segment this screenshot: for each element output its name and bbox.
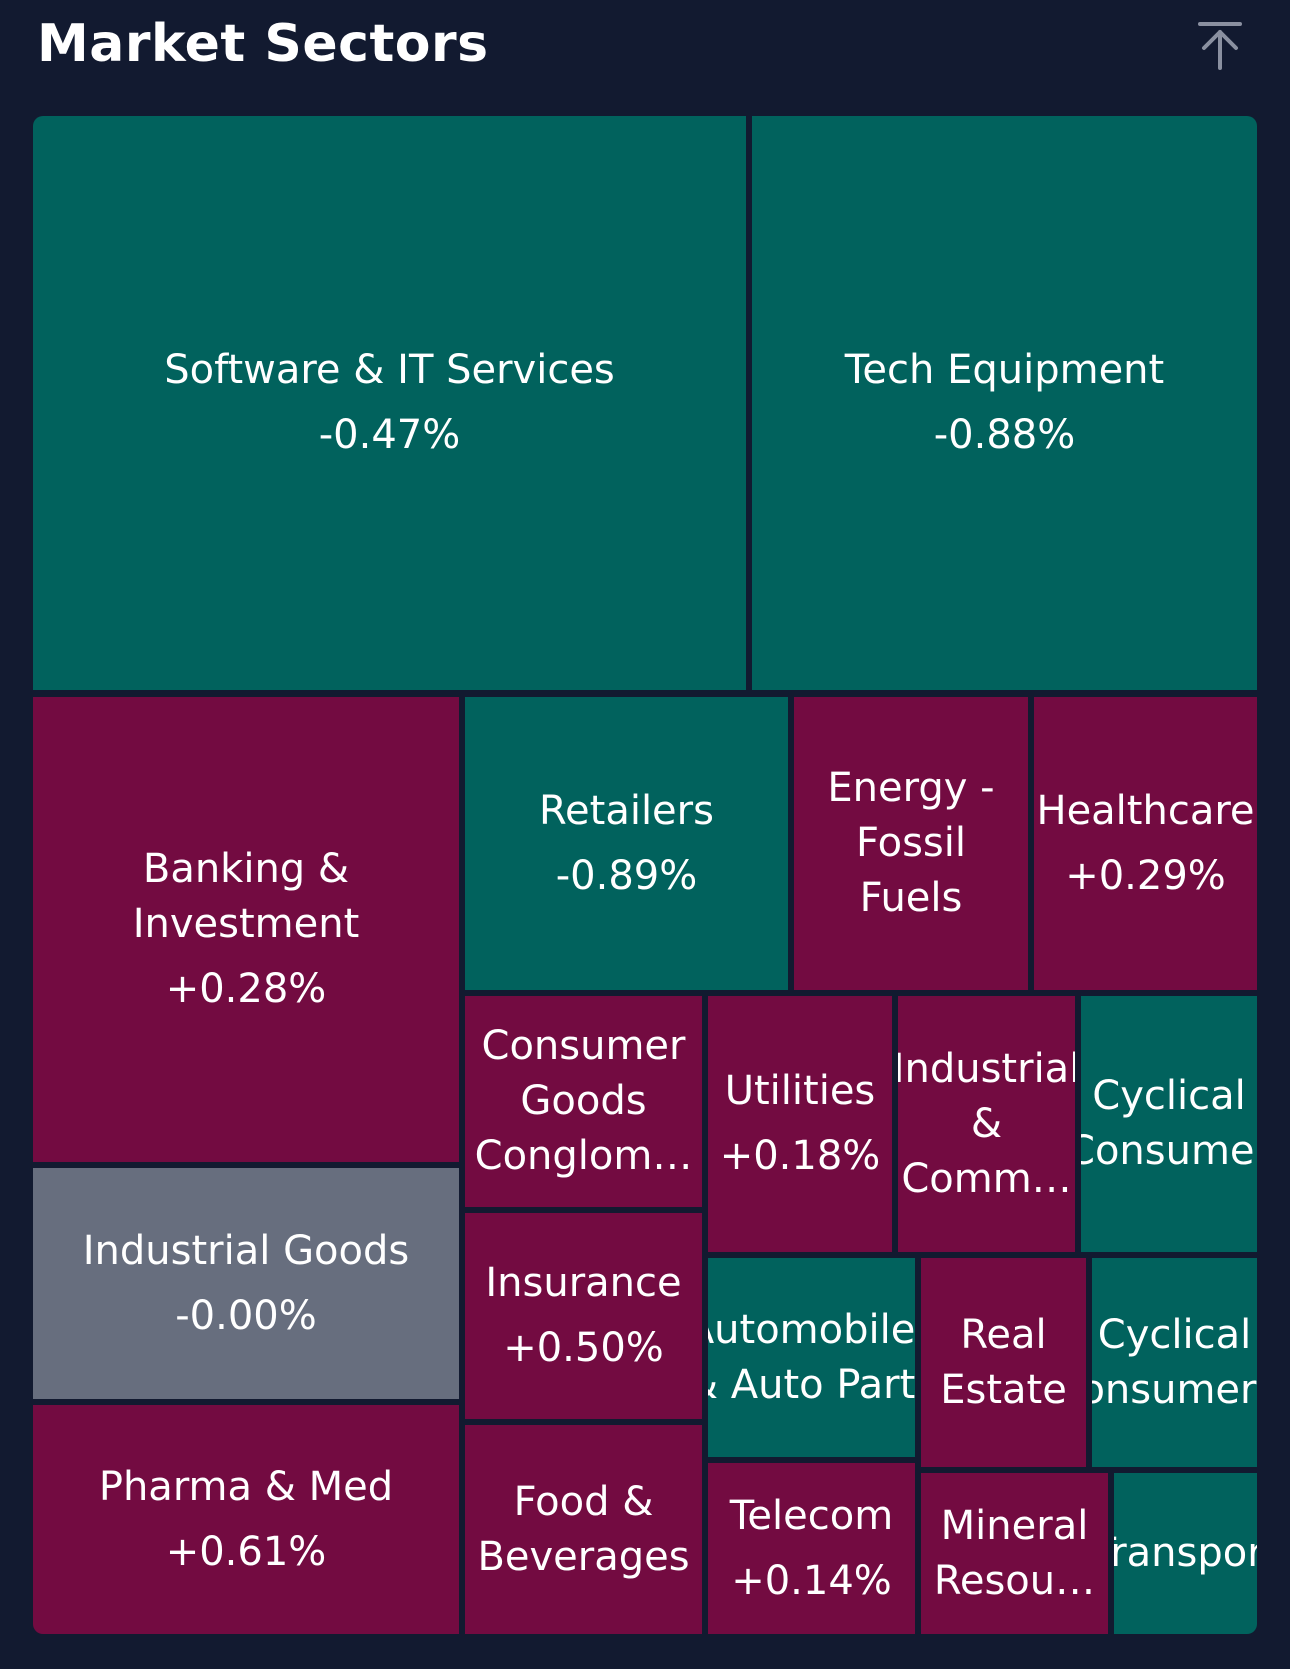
tile-name: Mineral Resou… — [933, 1502, 1096, 1604]
tile-change: +0.14% — [731, 1557, 892, 1604]
tile-name: Telecom — [729, 1492, 894, 1539]
tile-change: +0.61% — [165, 1528, 327, 1575]
tile-food-beverages[interactable]: Food & Beverages — [465, 1425, 702, 1634]
tile-banking-investment[interactable]: Banking & Investment +0.28% — [33, 697, 459, 1162]
tile-automobiles-auto-parts[interactable]: Automobiles & Auto Parts — [708, 1258, 915, 1457]
page-title: Market Sectors — [37, 14, 489, 74]
tile-name: Insurance — [485, 1260, 682, 1306]
tile-insurance[interactable]: Insurance +0.50% — [465, 1213, 702, 1419]
tile-name: Industrial Goods — [82, 1227, 410, 1274]
tile-name: Healthcare — [1036, 787, 1255, 834]
tile-name: Cyclical Consumer — [1081, 1073, 1257, 1174]
tile-name: Tech Equipment — [844, 347, 1165, 393]
tile-retailers[interactable]: Retailers -0.89% — [465, 697, 788, 990]
tile-change: +0.50% — [503, 1325, 664, 1371]
tile-name: Automobiles & Auto Parts — [708, 1306, 915, 1408]
tile-healthcare[interactable]: Healthcare +0.29% — [1034, 697, 1257, 990]
tile-pharma-med[interactable]: Pharma & Med +0.61% — [33, 1405, 459, 1634]
tile-industrial-commercial[interactable]: Industrial & Comm… — [898, 996, 1075, 1252]
scroll-to-top-button[interactable] — [1192, 18, 1248, 74]
tile-mineral-resources[interactable]: Mineral Resou… — [921, 1473, 1108, 1634]
tile-real-estate[interactable]: Real Estate — [921, 1258, 1086, 1467]
tile-software-it-services[interactable]: Software & IT Services -0.47% — [33, 116, 746, 690]
tile-name: Industrial & Comm… — [898, 1045, 1075, 1202]
tile-name: Energy - Fossil Fuels — [827, 765, 995, 921]
tile-change: -0.00% — [175, 1292, 317, 1339]
tile-tech-equipment[interactable]: Tech Equipment -0.88% — [752, 116, 1257, 690]
tile-name: Software & IT Services — [164, 347, 615, 393]
tile-transport[interactable]: Transport — [1114, 1473, 1257, 1634]
tile-name: Retailers — [539, 787, 714, 834]
tile-consumer-goods-conglomerates[interactable]: Consumer Goods Conglom… — [465, 996, 702, 1207]
tile-name: Transport — [1114, 1530, 1257, 1576]
tile-cyclical-consumer[interactable]: Cyclical Consumer — [1081, 996, 1257, 1252]
tile-name: Consumer Goods Conglom… — [474, 1023, 693, 1179]
tile-name: Real Estate — [940, 1311, 1067, 1413]
sector-treemap: Software & IT Services -0.47% Tech Equip… — [33, 116, 1257, 1634]
tile-change: +0.28% — [165, 966, 327, 1012]
tile-energy-fossil-fuels[interactable]: Energy - Fossil Fuels — [794, 697, 1028, 990]
tile-change: +0.29% — [1065, 852, 1226, 899]
tile-name: Food & Beverages — [477, 1478, 690, 1580]
tile-cyclical-consumer-2[interactable]: Cyclical Consumer… — [1092, 1258, 1257, 1467]
tile-utilities[interactable]: Utilities +0.18% — [708, 996, 892, 1252]
tile-industrial-goods[interactable]: Industrial Goods -0.00% — [33, 1168, 459, 1399]
arrow-up-to-top-icon — [1198, 22, 1242, 70]
tile-telecom[interactable]: Telecom +0.14% — [708, 1463, 915, 1634]
tile-change: -0.88% — [933, 412, 1076, 458]
tile-name: Utilities — [724, 1068, 876, 1114]
tile-change: -0.47% — [318, 412, 461, 458]
tile-name: Banking & Investment — [132, 846, 360, 947]
tile-name: Pharma & Med — [98, 1463, 394, 1510]
tile-change: +0.18% — [719, 1133, 881, 1179]
tile-name: Cyclical Consumer… — [1092, 1311, 1257, 1413]
tile-change: -0.89% — [555, 852, 698, 899]
